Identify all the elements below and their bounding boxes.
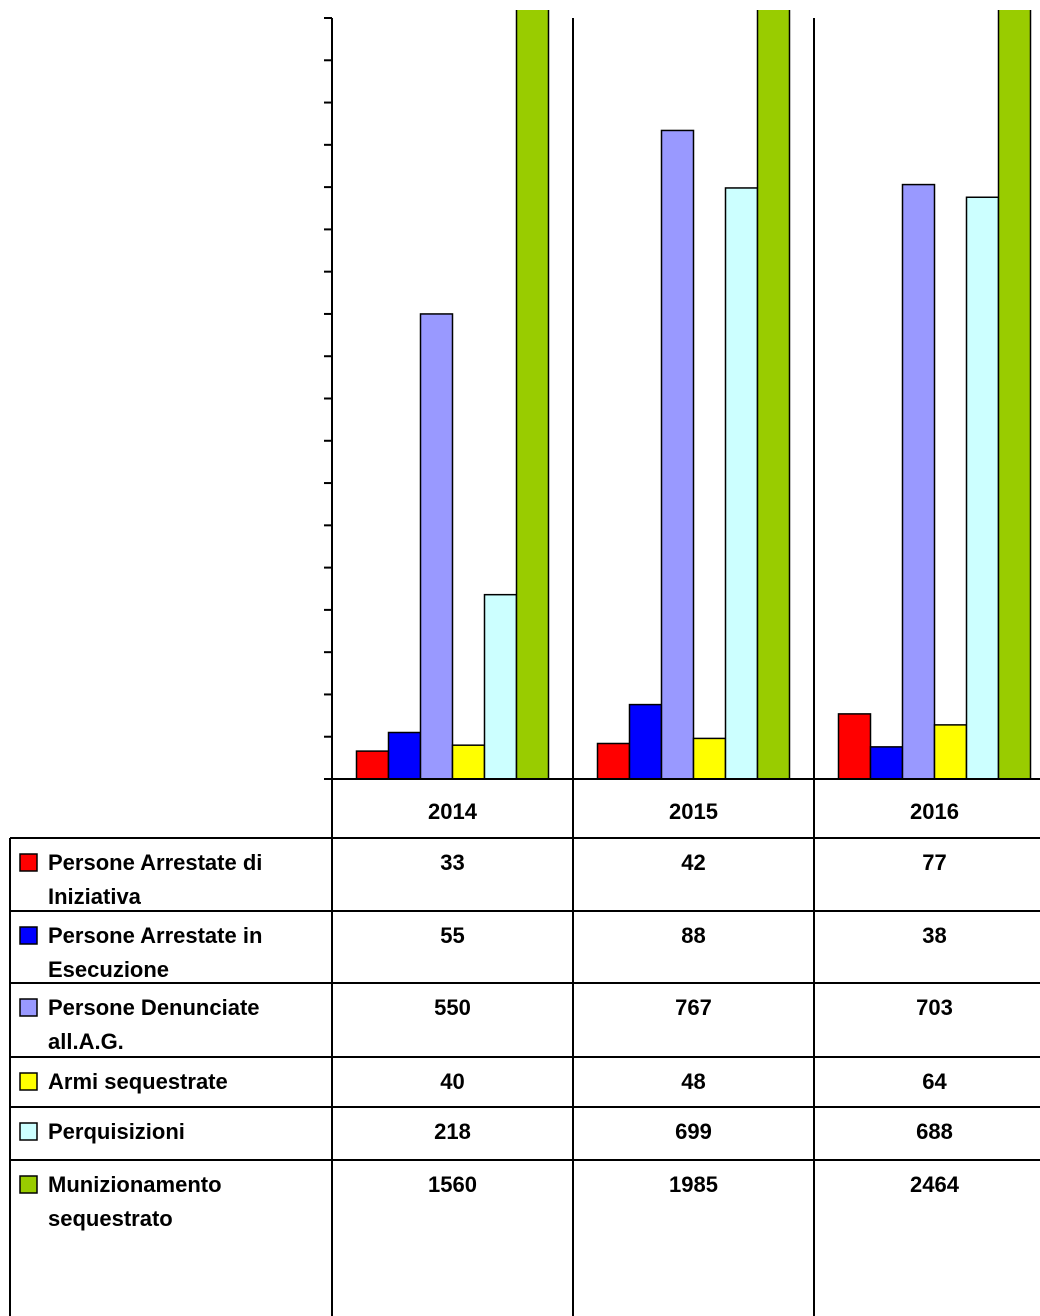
bar (387, 731, 422, 780)
bar (692, 737, 727, 780)
table-value: 88 (681, 923, 705, 948)
legend-key (19, 1072, 38, 1091)
bar (724, 187, 759, 780)
table-value: 2464 (910, 1172, 960, 1197)
table-value: 1560 (428, 1172, 477, 1197)
legend-label: Persone Denunciate all.A.G. (48, 995, 260, 1054)
bar (515, 10, 550, 780)
table-value: 77 (922, 850, 946, 875)
legend-label: Persone Arrestate di Iniziativa (48, 850, 263, 909)
table-value: 703 (916, 995, 953, 1020)
table-value: 218 (434, 1119, 471, 1144)
table-value: 550 (434, 995, 471, 1020)
bar (660, 129, 695, 780)
table-value: 33 (440, 850, 464, 875)
bar (997, 10, 1032, 780)
legend-label: Persone Arrestate in Esecuzione (48, 923, 263, 982)
bar (869, 746, 904, 780)
legend-label: Armi sequestrate (48, 1069, 228, 1094)
table-value: 1985 (669, 1172, 718, 1197)
bar (933, 724, 968, 780)
bar (628, 703, 663, 780)
bar (596, 742, 631, 780)
table-value: 688 (916, 1119, 953, 1144)
legend-key (19, 1122, 38, 1141)
bar (419, 313, 454, 780)
table-value: 42 (681, 850, 705, 875)
table-value: 38 (922, 923, 946, 948)
bar (965, 196, 1000, 780)
bar (355, 750, 390, 780)
bar (756, 10, 791, 780)
table-value: 699 (675, 1119, 712, 1144)
legend-key (19, 926, 38, 945)
legend-label: Perquisizioni (48, 1119, 185, 1144)
bar (837, 713, 872, 780)
legend-label: Munizionamento sequestrato (48, 1172, 222, 1231)
x-tick-label: 2016 (910, 799, 959, 824)
table-value: 40 (440, 1069, 464, 1094)
bars (355, 10, 1032, 780)
bar (901, 183, 936, 780)
x-tick-label: 2014 (428, 799, 478, 824)
bar (483, 593, 518, 780)
bar (451, 744, 486, 780)
table-value: 55 (440, 923, 464, 948)
x-tick-label: 2015 (669, 799, 718, 824)
legend-key (19, 998, 38, 1017)
table-value: 64 (922, 1069, 947, 1094)
legend-key (19, 853, 38, 872)
table-value: 48 (681, 1069, 705, 1094)
legend-key (19, 1175, 38, 1194)
table-value: 767 (675, 995, 712, 1020)
